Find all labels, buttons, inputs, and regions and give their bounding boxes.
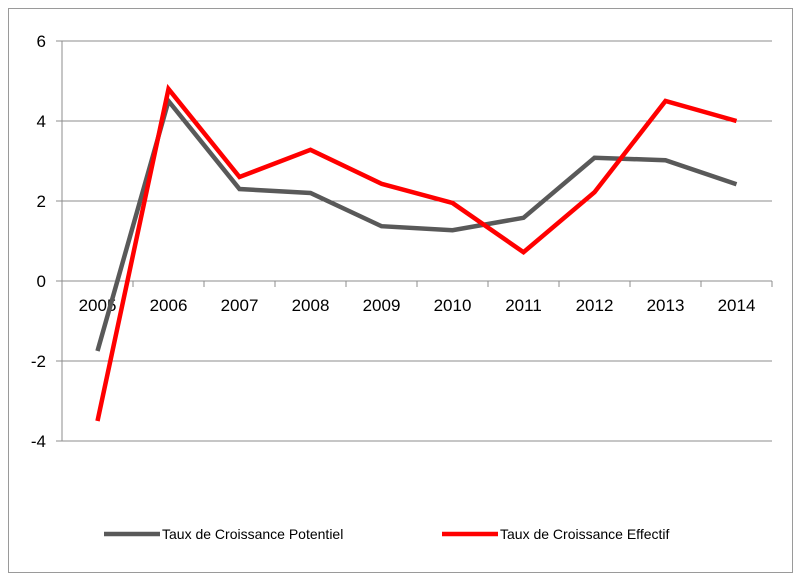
x-tick-label: 2013 (647, 296, 685, 315)
y-tick-label: -4 (31, 432, 46, 451)
series-lines (95, 83, 738, 422)
x-tick-label: 2014 (718, 296, 756, 315)
y-axis: 6 4 2 0 -2 -4 (31, 32, 63, 451)
x-tick-label: 2010 (434, 296, 472, 315)
legend-label: Taux de Croissance Potentiel (162, 526, 343, 542)
x-tick-label: 2011 (505, 296, 542, 315)
x-axis: 2005 2006 2007 2008 2009 2010 2011 2012 2013 2014 (61, 281, 773, 315)
x-tick-label: 2008 (292, 296, 330, 315)
series-line-0 (95, 96, 738, 352)
y-tick-label: 0 (37, 272, 46, 291)
y-tick-label: -2 (31, 352, 46, 371)
x-tick-label: 2012 (576, 296, 614, 315)
y-tick-label: 4 (37, 112, 46, 131)
legend-label: Taux de Croissance Effectif (500, 526, 669, 542)
y-tick-label: 6 (37, 32, 46, 51)
x-tick-label: 2009 (363, 296, 401, 315)
y-tick-label: 2 (37, 192, 46, 211)
series-line-1 (95, 83, 738, 422)
x-tick-label: 2006 (150, 296, 188, 315)
legend: Taux de Croissance Potentiel Taux de Croi… (104, 526, 669, 542)
x-tick-label: 2007 (221, 296, 259, 315)
